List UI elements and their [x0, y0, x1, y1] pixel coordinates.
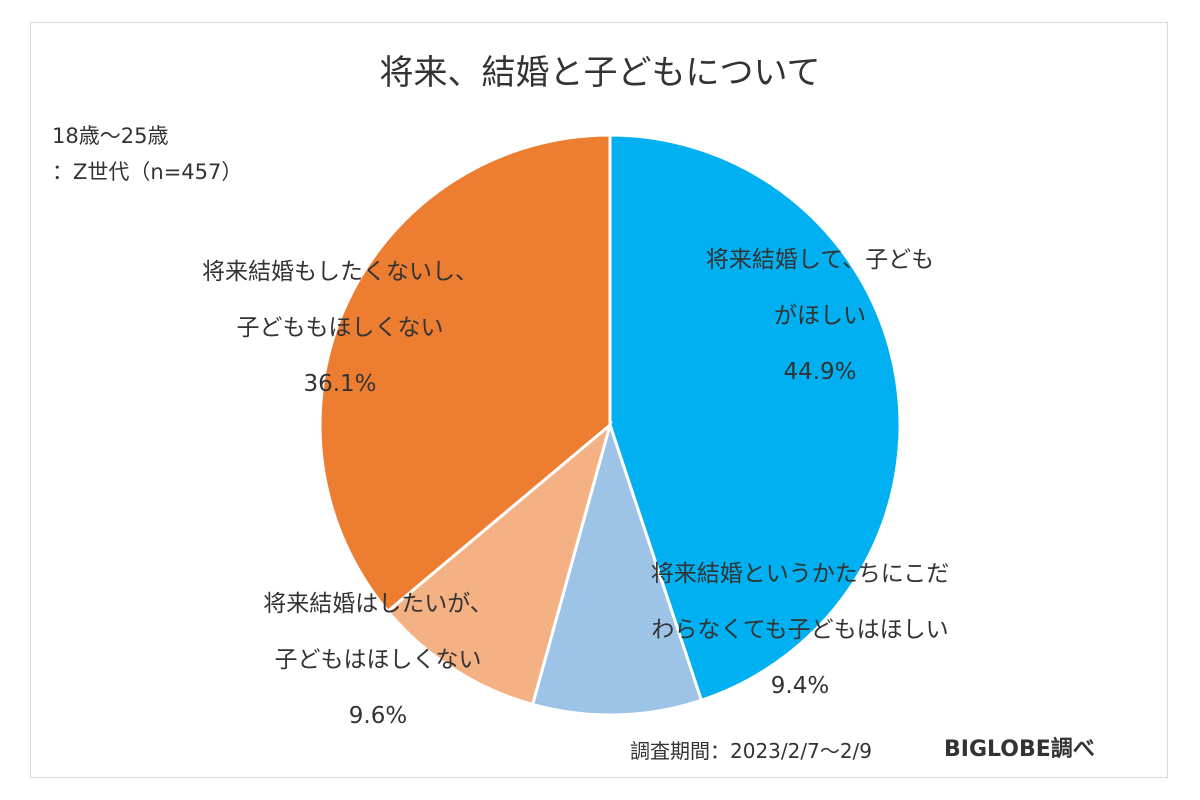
slice-label-neither: 将来結婚もしたくないし、 子どももほしくない 36.1%	[170, 244, 510, 412]
slice-0-label-line-1: 将来結婚して、子ども	[705, 247, 935, 273]
slice-1-label-line-2: わらなくても子どもはほしい	[651, 617, 949, 643]
pie-slice-neither	[318, 133, 612, 614]
slice-2-label-line-2: 子どもはほしくない	[274, 647, 482, 673]
slice-3-value-label: 36.1%	[303, 371, 377, 397]
source-credit: BIGLOBE調べ	[944, 737, 1095, 762]
sample-generation: ：Z世代（n=457）	[52, 160, 243, 184]
slice-0-label-line-2: がほしい	[774, 303, 866, 329]
slice-1-label-line-1: 将来結婚というかたちにこだ	[650, 561, 950, 587]
pie-slice-want-marriage-and-children	[608, 133, 902, 703]
sample-age-range: 18歳～25歳	[52, 124, 169, 148]
slice-label-want-marriage-and-children: 将来結婚して、子ども がほしい 44.9%	[640, 232, 1000, 400]
slice-label-want-children-any-form: 将来結婚というかたちにこだ わらなくても子どもはほしい 9.4%	[600, 546, 1000, 714]
slice-1-value-label: 9.4%	[770, 673, 830, 699]
sample-note: 18歳～25歳 ：Z世代（n=457）	[52, 118, 242, 190]
chart-title: 将来、結婚と子どもについて	[379, 53, 821, 93]
slice-3-label-line-2: 子どももほしくない	[236, 315, 444, 341]
slice-0-value-label: 44.9%	[783, 359, 857, 385]
slice-3-label-line-1: 将来結婚もしたくないし、	[202, 259, 478, 285]
slice-label-marriage-no-children: 将来結婚はしたいが、 子どもはほしくない 9.6%	[228, 576, 528, 744]
pie-slice-marriage-no-children	[385, 420, 613, 707]
slice-2-label-line-1: 将来結婚はしたいが、	[263, 591, 493, 617]
survey-period: 調査期間：2023/2/7～2/9	[630, 739, 873, 763]
pie-slice-want-children-any-form	[530, 419, 704, 717]
chart-frame	[30, 22, 1168, 778]
slice-2-value-label: 9.6%	[348, 703, 408, 729]
